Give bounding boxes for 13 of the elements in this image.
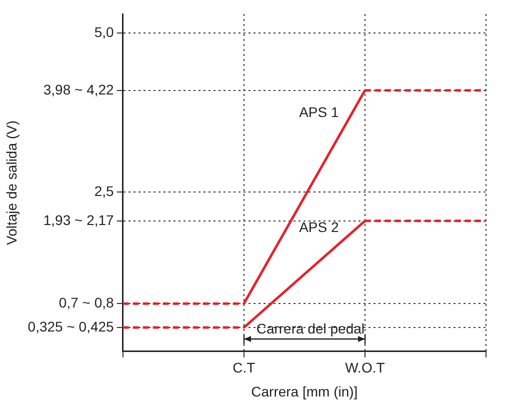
y-tick-label: 5,0	[94, 24, 114, 40]
y-tick-label: 0,7 ~ 0,8	[58, 294, 114, 311]
x-tick-label: W.O.T	[345, 360, 386, 376]
annotation: Carrera del pedal	[256, 320, 364, 336]
y-tick-label: 0,325 ~ 0,425	[28, 318, 114, 334]
x-axis-title: Carrera [mm (in)]	[251, 383, 358, 400]
series-label: APS 1	[299, 104, 339, 120]
y-tick-label: 1,93 ~ 2,17	[43, 212, 114, 228]
y-axis-title: Voltaje de salida (V)	[3, 120, 20, 245]
series-label: APS 2	[299, 218, 339, 235]
y-tick-label: 3,98 ~ 4,22	[43, 81, 114, 98]
y-tick-label: 2,5	[94, 183, 114, 200]
x-tick-label: C.T	[232, 360, 256, 376]
